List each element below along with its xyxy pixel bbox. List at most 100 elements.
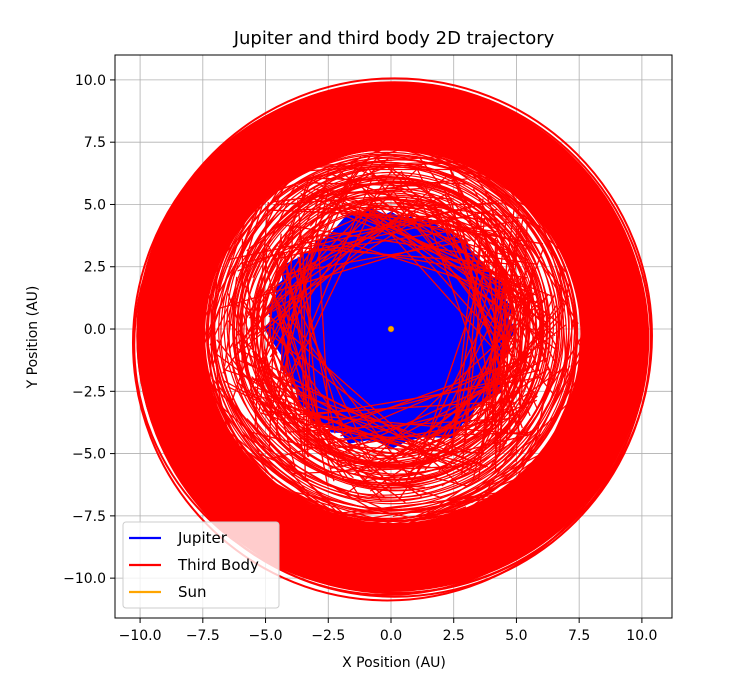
third-body-trajectory-segment	[413, 296, 505, 479]
third-body-trajectory-segment	[311, 504, 317, 508]
third-body-orbit	[158, 106, 624, 560]
third-body-trajectory-segment	[259, 484, 338, 526]
third-body-trajectory-segment	[271, 210, 372, 418]
third-body-trajectory-segment	[462, 230, 499, 443]
third-body-trajectory-segment	[241, 434, 373, 511]
third-body-orbit	[245, 182, 531, 468]
third-body-trajectory-segment	[311, 355, 532, 437]
third-body-trajectory-segment	[231, 440, 331, 514]
third-body-trajectory-segment	[202, 375, 340, 515]
third-body-trajectory-segment	[227, 386, 394, 467]
third-body-trajectory-segment	[439, 433, 542, 506]
third-body-orbit	[182, 129, 608, 543]
third-body-trajectory-segment	[515, 454, 543, 481]
third-body-trajectory-segment	[516, 371, 583, 478]
third-body-orbit	[255, 199, 516, 460]
third-body-trajectory-segment	[194, 180, 260, 372]
third-body-trajectory-segment	[422, 253, 491, 453]
y-tick-label: 2.5	[84, 260, 106, 276]
y-tick-label: −7.5	[72, 509, 106, 525]
third-body-orbit	[136, 77, 653, 595]
series-third-body-inner	[190, 128, 595, 533]
third-body-trajectory-segment	[194, 379, 208, 412]
third-body-trajectory-segment	[199, 387, 356, 525]
third-body-trajectory-segment	[209, 181, 288, 346]
third-body-trajectory-segment	[367, 139, 374, 142]
third-body-trajectory-segment	[257, 452, 303, 489]
y-tick-label: 7.5	[84, 135, 106, 151]
x-tick-label: −7.5	[186, 628, 220, 644]
third-body-trajectory-segment	[283, 252, 321, 428]
x-tick-label: 0.0	[380, 628, 402, 644]
third-body-orbit	[173, 117, 614, 554]
y-tick-label: −2.5	[72, 384, 106, 400]
third-body-trajectory-segment	[450, 509, 484, 524]
third-body-orbit	[260, 202, 516, 457]
third-body-trajectory-segment	[305, 431, 529, 441]
third-body-trajectory-segment	[491, 239, 498, 429]
third-body-trajectory-segment	[560, 219, 588, 281]
third-body-trajectory-segment	[339, 511, 367, 519]
third-body-trajectory-segment	[413, 475, 512, 518]
x-axis-ticks: −10.0 −7.5 −5.0 −2.5 0.0 2.5 5.0 7.5 10.0	[119, 618, 657, 644]
third-body-orbit	[141, 85, 648, 584]
third-body-trajectory-segment	[339, 170, 534, 313]
third-body-trajectory-segment	[529, 186, 572, 244]
third-body-trajectory-segment	[415, 368, 529, 450]
third-body-trajectory-segment	[261, 161, 366, 317]
third-body-trajectory-segment	[392, 498, 470, 517]
third-body-trajectory-segment	[234, 161, 426, 347]
y-axis-ticks: −10.0 −7.5 −5.0 −2.5 0.0 2.5 5.0 7.5 10.0	[63, 73, 115, 587]
x-tick-label: 2.5	[443, 628, 465, 644]
third-body-trajectory-segment	[272, 216, 420, 312]
chart-title: Jupiter and third body 2D trajectory	[233, 28, 555, 49]
third-body-trajectory-segment	[195, 250, 203, 267]
third-body-trajectory-segment	[211, 377, 311, 496]
third-body-trajectory-segment	[515, 358, 581, 474]
trajectories	[131, 77, 653, 602]
third-body-trajectory-segment	[465, 455, 548, 517]
third-body-trajectory-segment	[208, 295, 221, 399]
third-body-orbit	[250, 180, 545, 475]
third-body-trajectory-segment	[366, 516, 470, 533]
y-tick-label: 5.0	[84, 197, 106, 213]
third-body-trajectory-segment	[267, 288, 415, 483]
third-body-trajectory-segment	[371, 213, 512, 369]
third-body-trajectory-segment	[257, 134, 405, 188]
third-body-trajectory-segment	[404, 450, 547, 527]
x-axis-label: X Position (AU)	[342, 655, 446, 671]
third-body-trajectory-segment	[266, 209, 499, 220]
third-body-trajectory-segment	[204, 193, 255, 275]
third-body-trajectory-segment	[275, 270, 288, 436]
third-body-trajectory-segment	[465, 165, 570, 298]
legend: Jupiter Third Body Sun	[122, 521, 280, 609]
third-body-trajectory-segment	[562, 319, 575, 391]
x-tick-label: −5.0	[249, 628, 283, 644]
x-tick-label: 7.5	[568, 628, 590, 644]
third-body-orbit	[214, 148, 570, 505]
third-body-orbit	[131, 84, 644, 602]
third-body-trajectory-segment	[302, 376, 541, 418]
sun-point	[387, 325, 395, 333]
y-axis-label: Y Position (AU)	[25, 286, 41, 390]
y-tick-label: −5.0	[72, 447, 106, 463]
third-body-trajectory-segment	[431, 493, 489, 517]
third-body-trajectory-segment	[300, 219, 447, 240]
x-tick-label: 10.0	[626, 628, 657, 644]
third-body-trajectory-segment	[216, 164, 305, 264]
third-body-trajectory-segment	[260, 453, 384, 510]
third-body-trajectory-segment	[282, 160, 482, 173]
third-body-orbit	[251, 190, 538, 477]
third-body-trajectory-segment	[199, 284, 206, 343]
legend-label: Sun	[178, 583, 207, 601]
x-tick-label: 5.0	[505, 628, 527, 644]
third-body-orbit	[146, 113, 626, 575]
legend-label: Jupiter	[177, 529, 228, 547]
x-tick-label: −2.5	[311, 628, 345, 644]
third-body-orbit	[149, 102, 633, 572]
third-body-orbit	[253, 188, 534, 469]
third-body-trajectory-segment	[368, 211, 548, 324]
third-body-trajectory-segment	[397, 205, 470, 241]
third-body-trajectory-segment	[226, 417, 232, 424]
